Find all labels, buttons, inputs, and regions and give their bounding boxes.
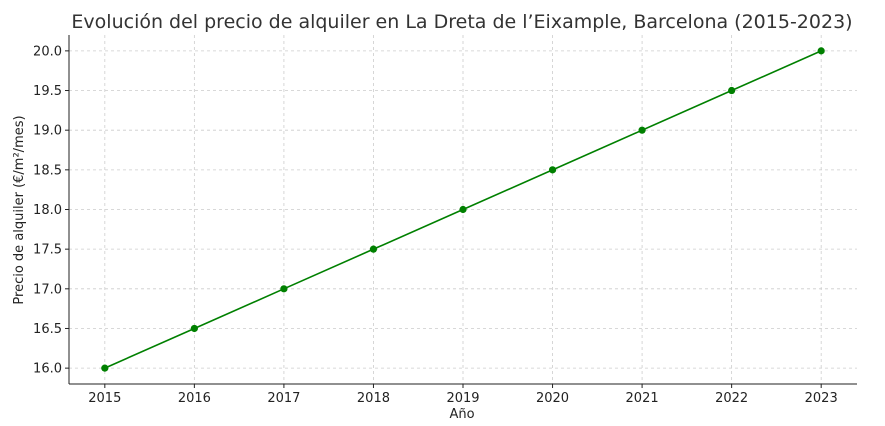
y-tick-label: 16.0	[33, 362, 62, 377]
y-tick-label: 20.0	[33, 44, 62, 59]
axes	[65, 35, 857, 388]
y-tick-label: 17.5	[33, 243, 62, 258]
x-tick-label: 2015	[88, 391, 121, 406]
series-layer	[101, 47, 825, 372]
y-tick-label: 16.5	[33, 322, 62, 337]
data-point	[101, 364, 109, 372]
tick-labels: 2015 2016 2017 2018 2019 2020 2021 2022 2023 16.0…	[33, 44, 838, 406]
data-point	[817, 47, 825, 55]
data-point	[280, 285, 288, 293]
x-tick-label: 2020	[536, 391, 569, 406]
data-point	[728, 86, 736, 95]
x-tick-label: 2019	[446, 391, 479, 406]
y-tick-label: 18.0	[33, 203, 62, 218]
y-tick-label: 18.5	[33, 163, 62, 178]
chart-title: Evolución del precio de alquiler en La D…	[71, 11, 852, 33]
y-tick-label: 17.0	[33, 282, 62, 297]
x-tick-label: 2021	[626, 391, 659, 406]
x-tick-label: 2023	[805, 391, 838, 406]
y-axis-label: Precio de alquiler (€/m²/mes)	[12, 115, 27, 304]
data-point	[190, 324, 198, 333]
data-point	[638, 126, 646, 134]
y-tick-label: 19.0	[33, 124, 62, 139]
grid	[69, 35, 857, 384]
y-tick-label: 19.5	[33, 84, 62, 99]
x-axis-label: Año	[449, 407, 474, 422]
x-tick-label: 2022	[715, 391, 748, 406]
x-tick-label: 2017	[267, 391, 300, 406]
x-tick-label: 2018	[357, 391, 390, 406]
data-point	[369, 245, 378, 253]
data-point	[459, 205, 467, 214]
data-point	[548, 166, 557, 174]
x-tick-label: 2016	[178, 391, 211, 406]
